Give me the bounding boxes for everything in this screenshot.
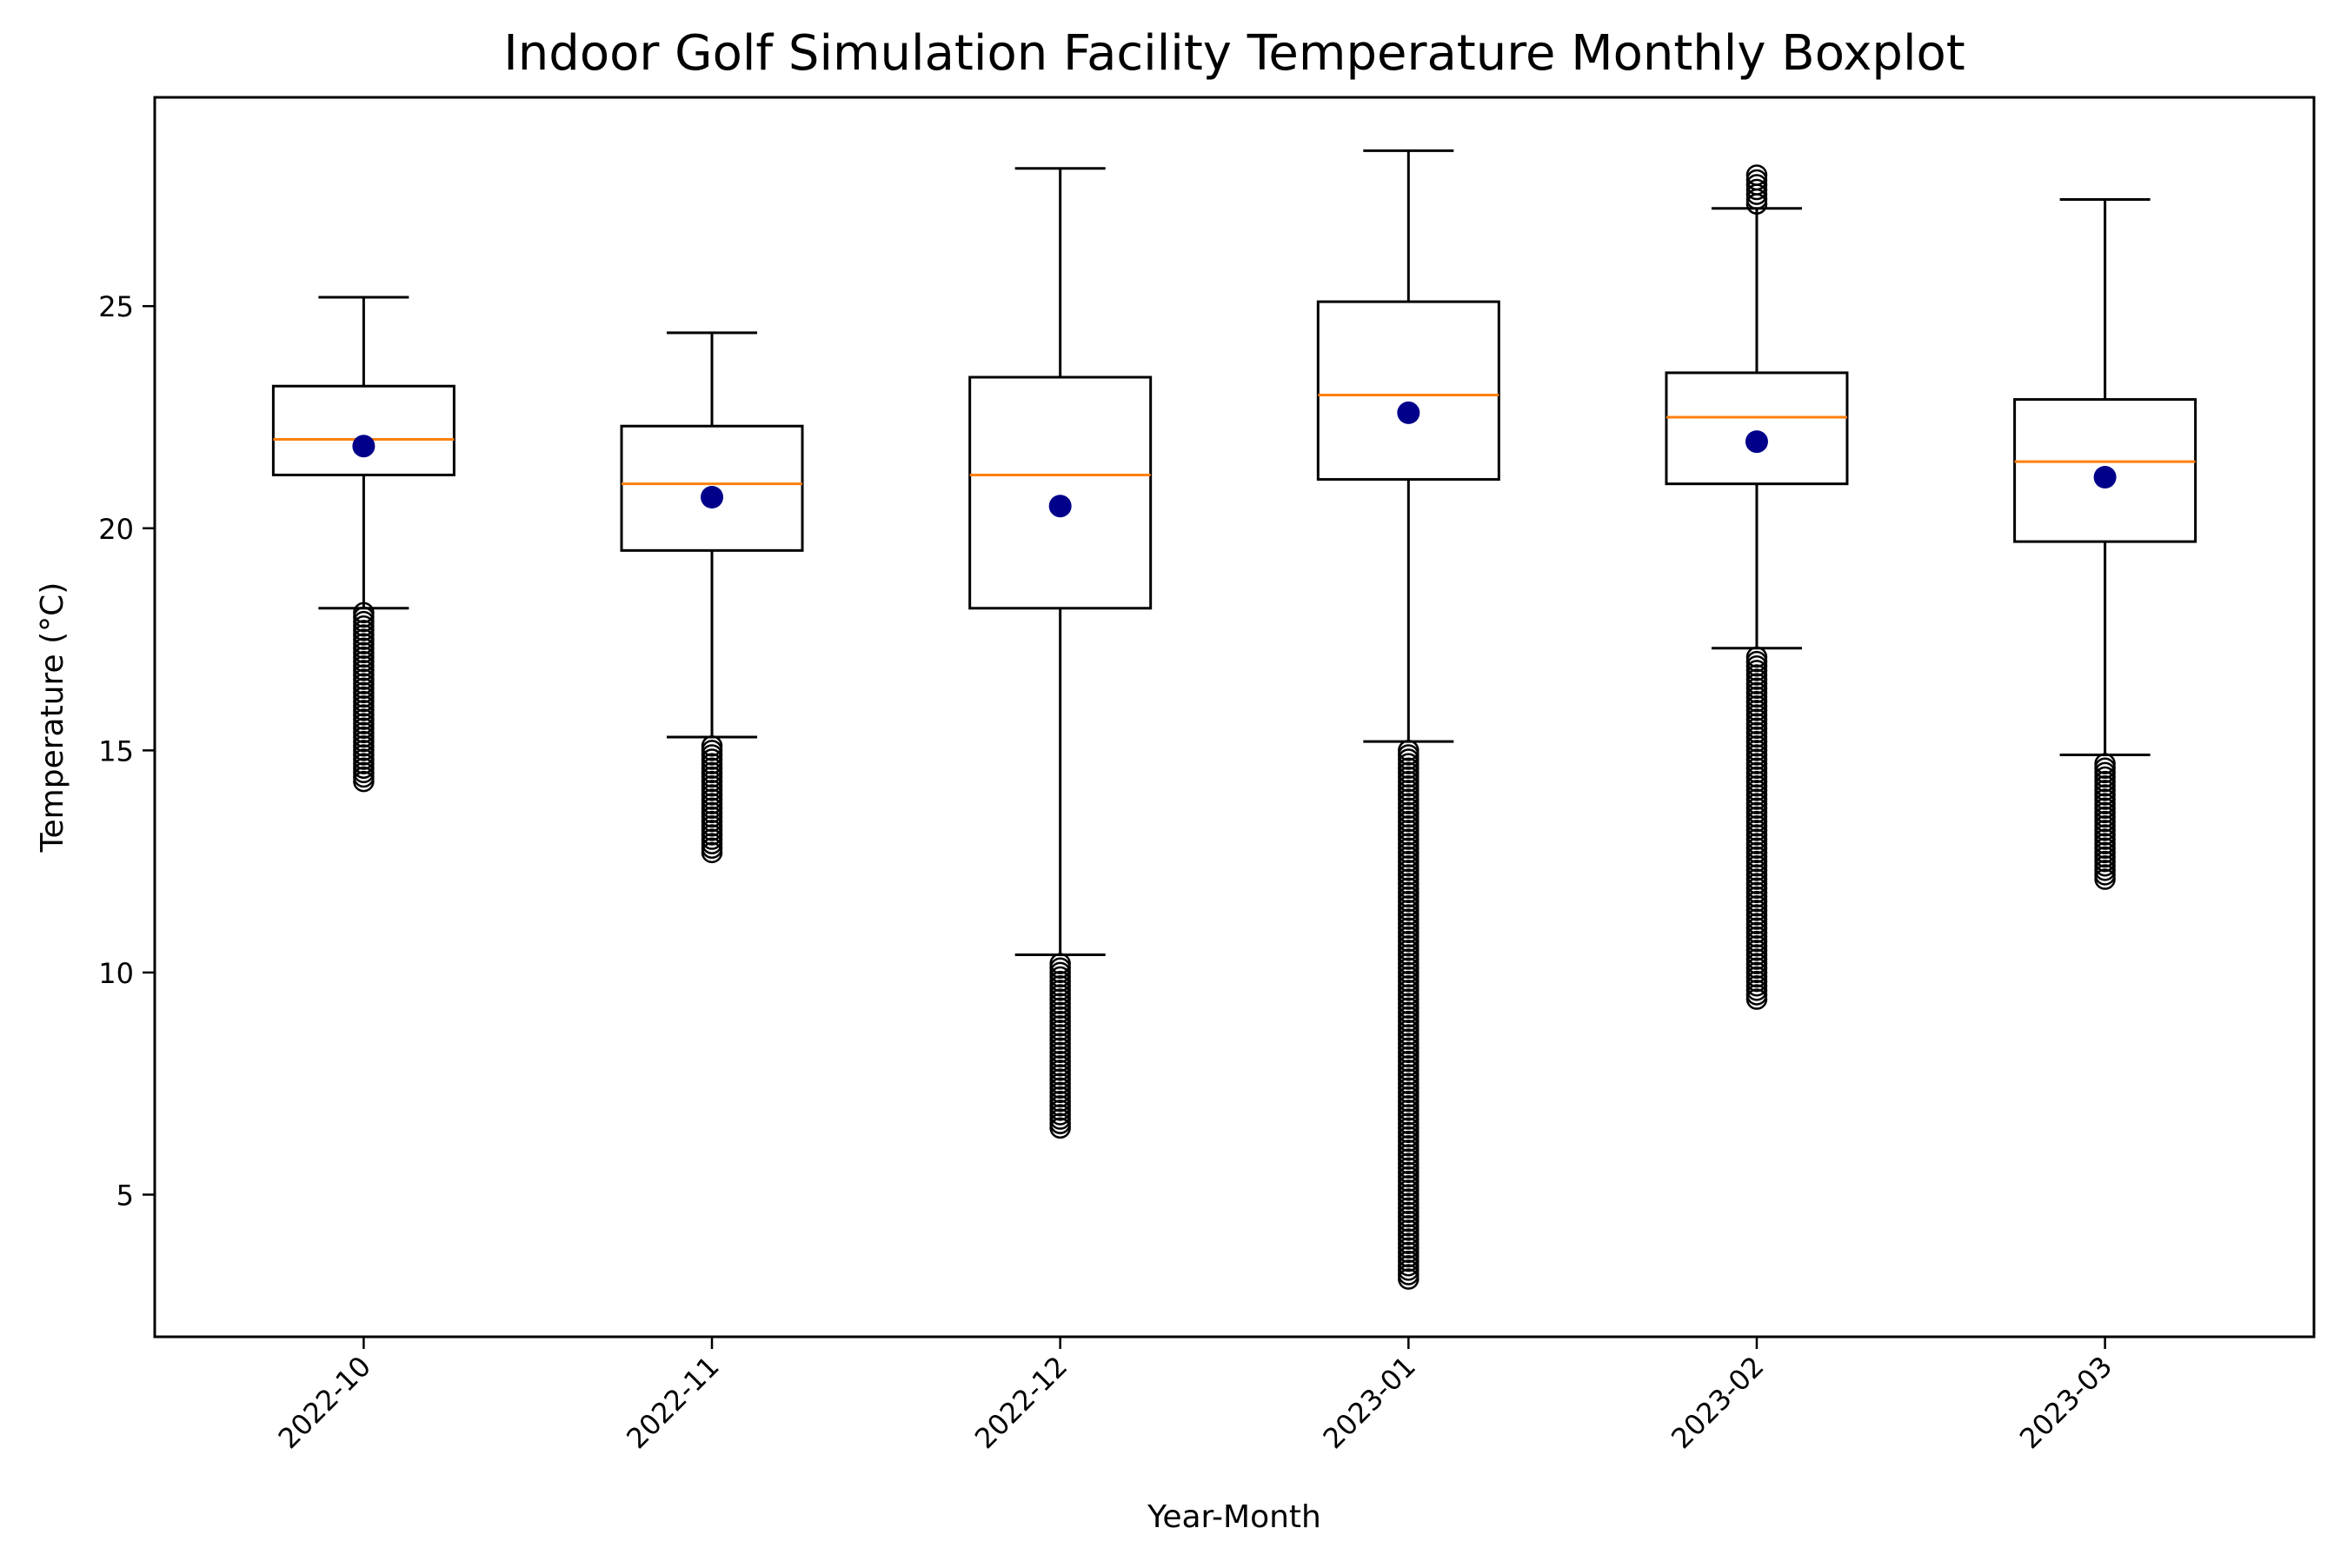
axes-frame	[153, 96, 2316, 1339]
outlier-point	[701, 734, 723, 757]
x-axis-label: Year-Month	[1147, 1499, 1321, 1535]
iqr-box	[271, 384, 455, 476]
outlier-point	[353, 601, 375, 624]
iqr-box	[620, 424, 804, 552]
mean-marker	[701, 486, 724, 508]
iqr-box	[1665, 371, 1849, 486]
y-tick-label: 5	[116, 1179, 134, 1212]
y-tick-label: 15	[98, 734, 134, 767]
outlier-point	[1398, 740, 1420, 761]
outlier-point	[1049, 953, 1071, 974]
mean-marker	[1048, 495, 1072, 518]
outlier-point	[1745, 164, 1768, 186]
mean-marker	[1745, 430, 1768, 454]
outlier-point	[1745, 174, 1768, 196]
outlier-point	[2094, 753, 2116, 774]
iqr-box	[968, 375, 1153, 610]
iqr-box	[2013, 398, 2197, 543]
y-axis-label: Temperature (°C)	[35, 582, 70, 854]
mean-marker	[2093, 466, 2117, 488]
y-tick-label: 10	[98, 957, 134, 990]
outlier-point	[1745, 646, 1768, 668]
outlier-point	[1745, 169, 1768, 191]
mean-marker	[1397, 401, 1420, 424]
outlier-point	[1745, 178, 1768, 201]
y-tick-label: 20	[98, 513, 134, 546]
iqr-box	[1316, 300, 1500, 482]
y-tick-label: 25	[98, 290, 134, 323]
chart-title: Indoor Golf Simulation Facility Temperat…	[503, 25, 1965, 82]
mean-marker	[352, 435, 376, 458]
